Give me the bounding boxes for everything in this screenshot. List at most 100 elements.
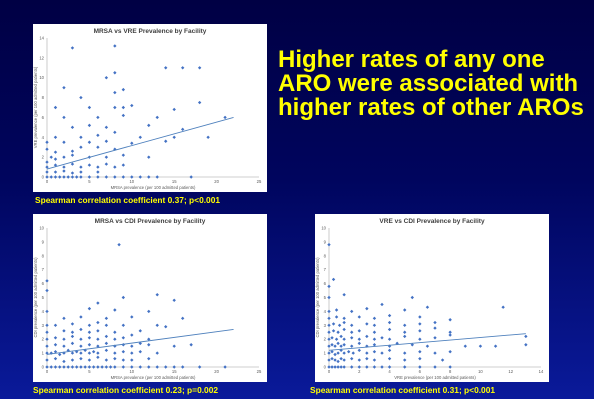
data-point xyxy=(113,105,117,110)
data-point xyxy=(147,155,151,159)
data-point xyxy=(180,127,185,132)
data-point xyxy=(79,344,83,348)
data-point xyxy=(45,170,49,174)
data-point xyxy=(433,351,437,355)
data-point xyxy=(121,358,126,362)
data-point xyxy=(62,85,66,90)
data-point xyxy=(66,365,70,369)
data-point xyxy=(524,334,528,339)
data-point xyxy=(130,365,134,369)
data-point xyxy=(70,46,75,50)
y-axis-label: CDI prevalence (per 100 admitted patient… xyxy=(315,257,320,338)
data-point xyxy=(104,316,109,321)
y-tick-label: 7 xyxy=(42,267,45,272)
data-point xyxy=(79,95,83,100)
data-point xyxy=(403,308,407,312)
data-point xyxy=(53,105,58,110)
data-point xyxy=(62,359,66,364)
x-tick-label: 10 xyxy=(478,369,483,374)
data-point xyxy=(79,365,83,369)
data-point xyxy=(346,350,351,354)
x-tick-label: 15 xyxy=(172,179,177,184)
data-point xyxy=(342,337,346,341)
y-tick-label: 8 xyxy=(324,253,327,258)
data-point xyxy=(403,365,407,369)
trend-line xyxy=(328,333,526,351)
data-point xyxy=(104,334,109,339)
data-point xyxy=(336,365,340,369)
data-point xyxy=(350,356,354,361)
data-point xyxy=(121,87,126,92)
data-point xyxy=(350,323,354,327)
data-point xyxy=(223,365,227,369)
data-point xyxy=(138,175,142,179)
data-point xyxy=(45,330,49,334)
data-point xyxy=(70,365,75,369)
data-point xyxy=(147,309,151,314)
data-point xyxy=(357,329,361,333)
data-point xyxy=(117,242,121,247)
y-tick-label: 5 xyxy=(42,295,45,300)
data-point xyxy=(164,324,168,329)
data-point xyxy=(155,115,159,120)
data-point xyxy=(96,329,100,333)
data-point xyxy=(147,337,151,341)
data-point xyxy=(45,279,49,283)
data-point xyxy=(113,130,117,135)
data-point xyxy=(172,135,176,139)
headline: Higher rates of any one ARO were associa… xyxy=(278,46,584,121)
data-point xyxy=(380,351,384,355)
data-point xyxy=(62,365,66,369)
data-point xyxy=(180,66,185,70)
y-tick-label: 4 xyxy=(324,309,327,314)
y-tick-label: 2 xyxy=(324,337,327,342)
y-axis-label: VRE prevalence (per 100 admitted patient… xyxy=(33,66,38,148)
data-point xyxy=(91,365,96,369)
y-tick-label: 1 xyxy=(324,351,327,356)
data-point xyxy=(425,305,430,309)
data-point xyxy=(425,344,430,348)
data-point xyxy=(70,358,75,362)
data-point xyxy=(91,350,96,354)
data-point xyxy=(53,336,58,340)
data-point xyxy=(87,140,92,144)
data-point xyxy=(70,334,75,339)
data-point xyxy=(62,115,66,120)
data-point xyxy=(104,323,109,327)
y-tick-label: 6 xyxy=(42,281,45,286)
data-point xyxy=(418,322,422,326)
data-point xyxy=(387,348,392,353)
data-point xyxy=(53,170,58,174)
data-point xyxy=(79,356,83,361)
data-point xyxy=(351,351,355,355)
data-point xyxy=(53,323,58,327)
data-point xyxy=(387,337,392,341)
data-point xyxy=(327,323,331,327)
x-tick-label: 12 xyxy=(508,369,513,374)
y-tick-label: 0 xyxy=(42,365,45,370)
data-point xyxy=(336,351,340,355)
y-tick-label: 10 xyxy=(321,226,326,231)
data-point xyxy=(53,175,58,179)
data-point xyxy=(342,351,346,355)
data-point xyxy=(418,329,422,333)
data-point xyxy=(79,351,83,355)
data-point xyxy=(87,175,92,179)
data-point xyxy=(45,337,49,341)
x-tick-label: 0 xyxy=(46,369,49,374)
data-point xyxy=(350,336,354,340)
data-point xyxy=(180,316,185,321)
data-point xyxy=(104,162,109,166)
x-tick-label: 2 xyxy=(358,369,361,374)
data-point xyxy=(357,341,361,346)
data-point xyxy=(58,352,62,357)
data-point xyxy=(440,358,445,362)
chart-mrsa-vre: MRSA vs VRE Prevalence by Facility 0 5 10 15… xyxy=(33,24,267,192)
data-point xyxy=(342,320,346,325)
y-tick-label: 2 xyxy=(42,337,45,342)
data-point xyxy=(339,334,343,339)
data-point xyxy=(372,337,377,341)
data-point xyxy=(121,350,126,354)
y-tick-label: 0 xyxy=(42,175,45,180)
